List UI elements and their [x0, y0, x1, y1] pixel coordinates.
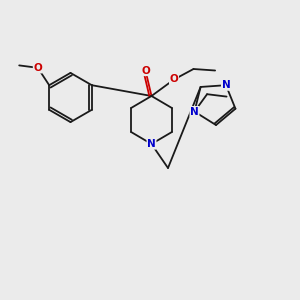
Text: N: N [147, 139, 156, 149]
Text: O: O [141, 65, 150, 76]
Text: N: N [222, 80, 230, 90]
Text: N: N [190, 106, 199, 117]
Text: O: O [33, 63, 42, 73]
Text: O: O [169, 74, 178, 85]
